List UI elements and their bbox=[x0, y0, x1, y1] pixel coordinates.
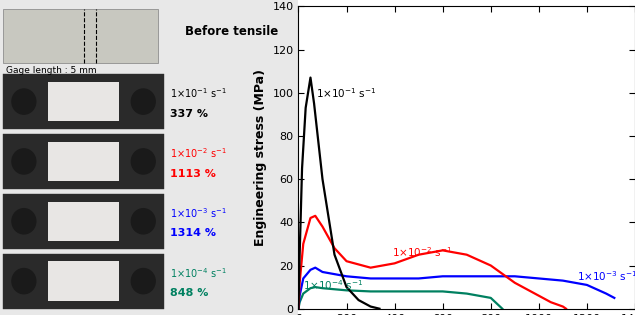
FancyBboxPatch shape bbox=[3, 254, 164, 309]
Circle shape bbox=[131, 209, 155, 234]
Text: Before tensile: Before tensile bbox=[185, 25, 278, 38]
Circle shape bbox=[131, 89, 155, 114]
FancyBboxPatch shape bbox=[3, 134, 164, 189]
Text: Gage length : 5 mm: Gage length : 5 mm bbox=[6, 66, 97, 75]
Circle shape bbox=[12, 149, 36, 174]
Text: 1113 %: 1113 % bbox=[170, 169, 216, 179]
FancyBboxPatch shape bbox=[48, 202, 119, 241]
FancyBboxPatch shape bbox=[48, 261, 119, 301]
Text: 337 %: 337 % bbox=[170, 109, 208, 119]
Text: 1314 %: 1314 % bbox=[170, 228, 216, 238]
FancyBboxPatch shape bbox=[48, 142, 119, 181]
Circle shape bbox=[12, 209, 36, 234]
Text: 1×10$^{-4}$ s$^{-1}$: 1×10$^{-4}$ s$^{-1}$ bbox=[304, 278, 364, 292]
Text: 1×10$^{-1}$ s$^{-1}$: 1×10$^{-1}$ s$^{-1}$ bbox=[316, 86, 377, 100]
FancyBboxPatch shape bbox=[48, 82, 119, 121]
Text: 1×10$^{-2}$ s$^{-1}$: 1×10$^{-2}$ s$^{-1}$ bbox=[392, 246, 453, 260]
FancyBboxPatch shape bbox=[3, 194, 164, 249]
Circle shape bbox=[12, 89, 36, 114]
Text: 1×10$^{-3}$ s$^{-1}$: 1×10$^{-3}$ s$^{-1}$ bbox=[577, 269, 635, 283]
Text: 1×10$^{-2}$ s$^{-1}$: 1×10$^{-2}$ s$^{-1}$ bbox=[170, 146, 227, 160]
FancyBboxPatch shape bbox=[3, 74, 164, 129]
Y-axis label: Engineering stress (MPa): Engineering stress (MPa) bbox=[254, 69, 267, 246]
Text: 1×10$^{-3}$ s$^{-1}$: 1×10$^{-3}$ s$^{-1}$ bbox=[170, 206, 227, 220]
Text: 1×10$^{-4}$ s$^{-1}$: 1×10$^{-4}$ s$^{-1}$ bbox=[170, 266, 227, 280]
Circle shape bbox=[131, 149, 155, 174]
FancyBboxPatch shape bbox=[3, 9, 158, 63]
Circle shape bbox=[12, 268, 36, 294]
Text: 848 %: 848 % bbox=[170, 288, 208, 298]
Circle shape bbox=[131, 268, 155, 294]
Text: 1×10$^{-1}$ s$^{-1}$: 1×10$^{-1}$ s$^{-1}$ bbox=[170, 86, 227, 100]
